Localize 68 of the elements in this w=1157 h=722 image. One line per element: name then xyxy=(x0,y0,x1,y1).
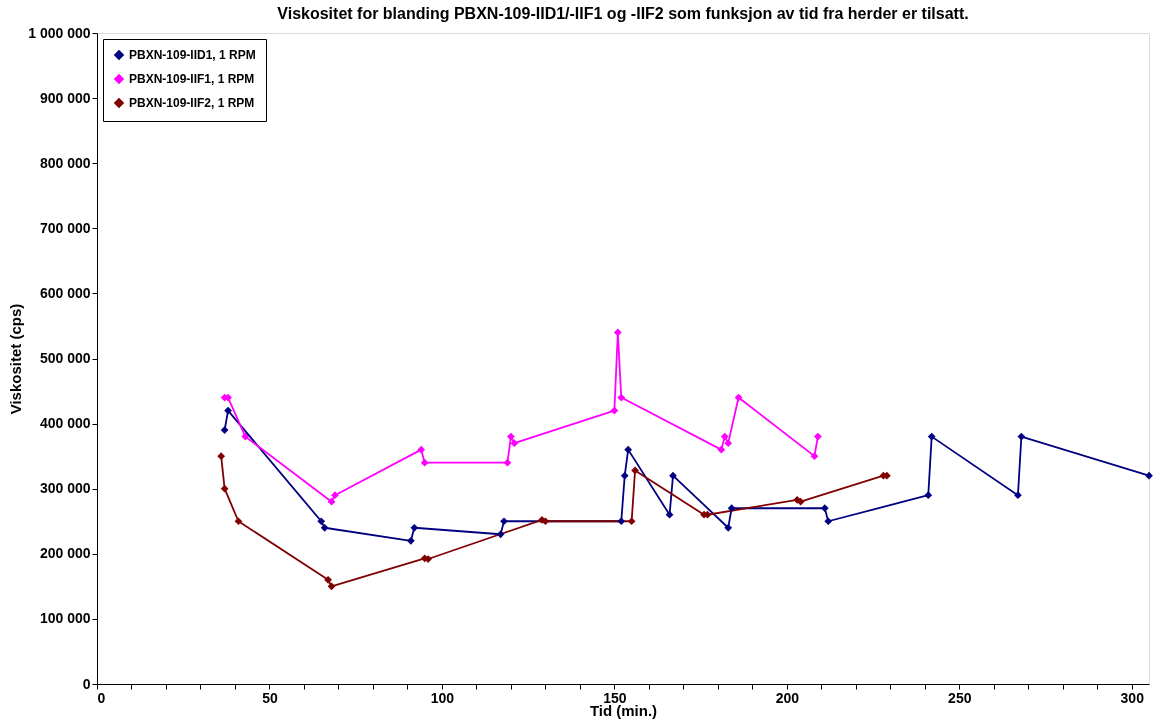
point xyxy=(613,328,622,337)
point xyxy=(510,439,519,447)
point xyxy=(717,445,726,454)
y-tick-label: 900 000 xyxy=(39,89,91,106)
y-axis-title: Viskositet (cps) xyxy=(7,303,25,415)
point xyxy=(624,445,633,454)
point xyxy=(724,523,733,532)
point xyxy=(1145,471,1153,480)
point xyxy=(327,497,336,506)
y-tick-label: 200 000 xyxy=(39,545,91,562)
point xyxy=(631,466,639,475)
y-tick-label: 400 000 xyxy=(39,415,91,432)
point xyxy=(820,504,829,513)
point xyxy=(610,406,619,415)
point xyxy=(500,517,508,526)
x-tick-label: 0 xyxy=(97,689,106,706)
y-tick-label: 0 xyxy=(82,675,91,692)
y-tick-label: 500 000 xyxy=(39,350,91,366)
point xyxy=(669,471,677,480)
point xyxy=(224,406,232,415)
point xyxy=(927,432,936,441)
point xyxy=(1014,491,1022,500)
x-tick-label: 250 xyxy=(948,689,972,706)
point xyxy=(331,491,339,500)
point xyxy=(620,471,629,480)
point xyxy=(720,432,729,441)
point xyxy=(724,439,733,447)
point xyxy=(220,426,229,434)
point xyxy=(617,393,626,402)
point xyxy=(217,452,226,461)
point xyxy=(1017,432,1026,441)
point xyxy=(810,452,819,461)
point xyxy=(320,523,329,532)
y-tick-label: 100 000 xyxy=(39,610,91,627)
point xyxy=(814,432,822,441)
x-tick-label: 300 xyxy=(1120,689,1145,706)
point xyxy=(417,445,426,454)
point xyxy=(241,432,250,441)
y-tick-label: 300 000 xyxy=(39,480,91,497)
point xyxy=(824,517,833,526)
point xyxy=(327,582,336,591)
x-tick-label: 200 xyxy=(775,689,800,706)
point xyxy=(317,517,326,526)
point xyxy=(234,517,243,526)
x-tick-label: 100 xyxy=(430,689,455,706)
point xyxy=(665,510,674,519)
point xyxy=(627,517,636,526)
legend-label: PBXN-109-IID1, 1 RPM xyxy=(129,48,256,62)
chart-title: Viskositet for blanding PBXN-109-IID1/-IIF1 og -IIF2 som funksjon av tid fra herder er tilsatt. xyxy=(277,5,969,22)
y-tick-label: 1 000 000 xyxy=(28,24,91,41)
y-tick-label: 800 000 xyxy=(39,154,91,171)
point xyxy=(496,530,505,539)
legend-label: PBXN-109-IIF2, 1 RPM xyxy=(129,96,255,110)
point xyxy=(420,458,429,467)
point xyxy=(503,458,512,467)
point xyxy=(410,523,419,532)
point xyxy=(507,432,515,441)
y-tick-label: 700 000 xyxy=(39,219,91,236)
legend-label: PBXN-109-IIF1, 1 RPM xyxy=(129,72,255,86)
point xyxy=(324,575,332,584)
point xyxy=(617,517,626,526)
x-tick-label: 150 xyxy=(603,689,627,706)
point xyxy=(220,484,229,493)
point xyxy=(727,504,736,513)
point xyxy=(924,491,933,500)
x-tick-label: 50 xyxy=(262,689,278,706)
y-tick-label: 600 000 xyxy=(39,284,91,301)
point xyxy=(407,536,415,545)
